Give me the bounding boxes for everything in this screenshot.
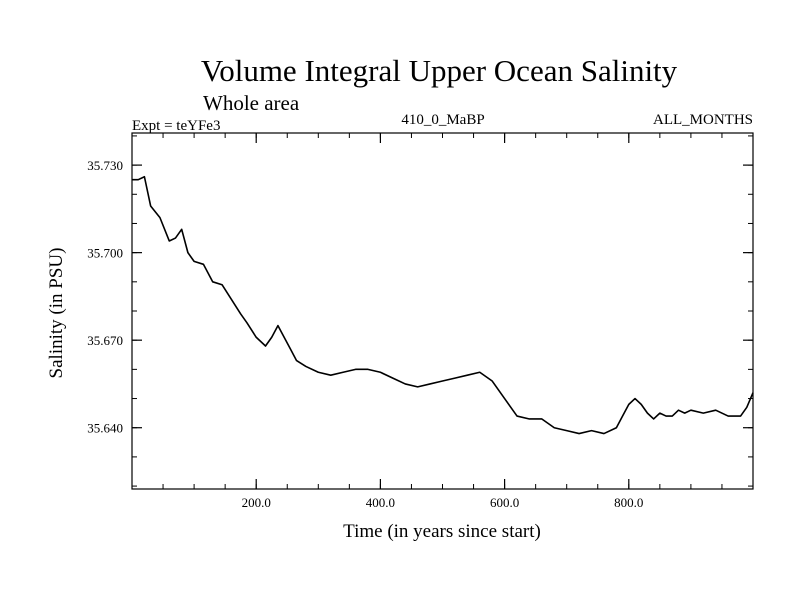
y-tick-label: 35.700: [87, 246, 123, 261]
x-axis-label: Time (in years since start): [343, 521, 541, 542]
y-tick-label: 35.730: [87, 158, 123, 173]
experiment-label: Expt = teYFe3: [132, 118, 220, 134]
run-label: 410_0_MaBP: [401, 112, 484, 128]
salinity-series-line: [132, 175, 754, 435]
major-ticks: [132, 133, 753, 489]
minor-ticks: [132, 133, 753, 489]
x-tick-label: 800.0: [614, 495, 643, 510]
x-tick-label: 400.0: [366, 495, 395, 510]
plot-frame: [131, 132, 754, 490]
y-tick-label: 35.640: [87, 421, 123, 436]
y-axis-label: Salinity (in PSU): [46, 248, 67, 379]
tick-labels: 200.0 400.0 600.0 800.0 35.640 35.670 35.700 35…: [87, 158, 643, 510]
x-tick-label: 600.0: [490, 495, 519, 510]
y-tick-label: 35.670: [87, 333, 123, 348]
months-label: ALL_MONTHS: [653, 112, 753, 128]
chart-title: Volume Integral Upper Ocean Salinity: [201, 53, 678, 88]
x-tick-label: 200.0: [242, 495, 271, 510]
chart-subtitle: Whole area: [203, 91, 300, 115]
